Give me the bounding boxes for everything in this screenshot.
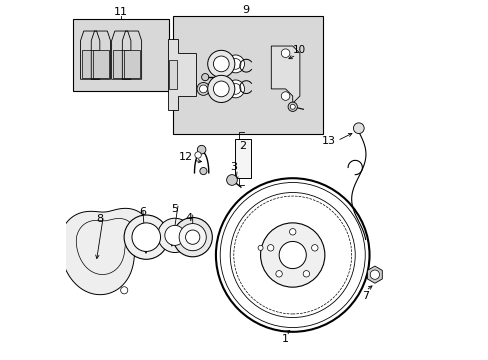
Circle shape xyxy=(230,59,241,69)
Circle shape xyxy=(290,104,295,109)
Circle shape xyxy=(57,267,64,274)
Text: 11: 11 xyxy=(114,7,128,17)
Circle shape xyxy=(194,152,201,158)
Text: 3: 3 xyxy=(230,162,237,172)
Circle shape xyxy=(287,102,297,111)
Circle shape xyxy=(303,271,309,277)
Polygon shape xyxy=(366,266,382,283)
Polygon shape xyxy=(93,50,109,78)
Circle shape xyxy=(185,230,200,244)
Circle shape xyxy=(150,219,157,225)
Text: 1: 1 xyxy=(282,334,288,344)
Circle shape xyxy=(200,167,206,175)
Circle shape xyxy=(353,123,364,134)
Bar xyxy=(173,16,323,134)
Text: 2: 2 xyxy=(239,141,246,151)
Text: 6: 6 xyxy=(139,207,146,217)
Circle shape xyxy=(281,92,289,100)
Circle shape xyxy=(132,223,160,251)
Circle shape xyxy=(121,287,127,294)
Text: 12: 12 xyxy=(178,152,192,162)
Circle shape xyxy=(275,271,282,277)
Bar xyxy=(234,139,250,178)
Circle shape xyxy=(267,245,273,251)
Text: 5: 5 xyxy=(171,203,178,213)
Circle shape xyxy=(230,84,241,94)
Circle shape xyxy=(199,85,207,93)
Circle shape xyxy=(260,223,324,287)
Text: 10: 10 xyxy=(293,45,306,55)
Circle shape xyxy=(311,245,317,251)
Circle shape xyxy=(226,175,237,185)
Circle shape xyxy=(197,145,205,154)
Circle shape xyxy=(207,50,234,77)
Polygon shape xyxy=(113,50,129,78)
Text: 13: 13 xyxy=(321,136,335,146)
Circle shape xyxy=(201,73,208,81)
Circle shape xyxy=(289,229,295,235)
Polygon shape xyxy=(60,208,150,294)
Text: 7: 7 xyxy=(362,291,369,301)
Circle shape xyxy=(197,82,209,95)
Circle shape xyxy=(369,270,379,279)
Circle shape xyxy=(281,49,289,58)
Polygon shape xyxy=(271,46,299,103)
Circle shape xyxy=(179,224,206,251)
Text: 9: 9 xyxy=(242,5,249,15)
Circle shape xyxy=(207,75,234,103)
Polygon shape xyxy=(123,50,140,78)
Bar xyxy=(73,19,169,91)
Circle shape xyxy=(124,215,168,259)
Circle shape xyxy=(226,80,244,98)
Polygon shape xyxy=(167,39,196,111)
Circle shape xyxy=(164,225,184,246)
Polygon shape xyxy=(82,50,98,78)
Text: 4: 4 xyxy=(185,212,192,222)
Circle shape xyxy=(157,218,192,252)
Circle shape xyxy=(213,56,229,72)
Circle shape xyxy=(213,81,229,97)
Circle shape xyxy=(173,217,212,257)
Text: 8: 8 xyxy=(96,214,103,224)
Circle shape xyxy=(226,55,244,73)
Circle shape xyxy=(258,246,263,250)
Circle shape xyxy=(279,242,305,269)
Polygon shape xyxy=(169,60,176,89)
